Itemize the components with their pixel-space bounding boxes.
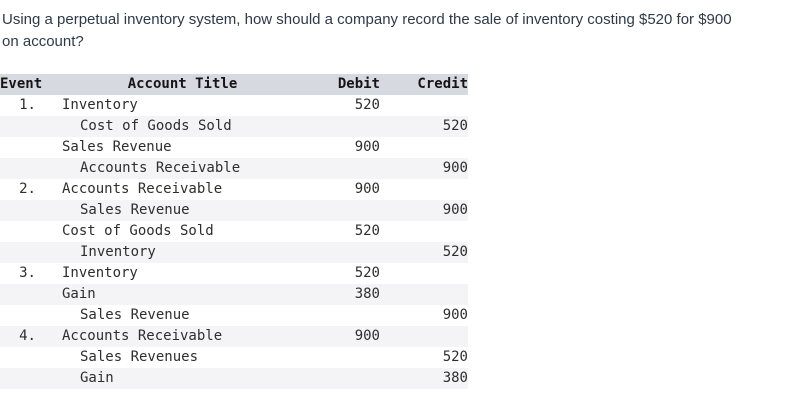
event-cell: [0, 368, 55, 389]
debit-cell: [310, 158, 380, 179]
debit-cell: [310, 347, 380, 368]
credit-cell: 520: [380, 116, 468, 137]
event-cell: [0, 347, 55, 368]
credit-cell: [380, 95, 468, 116]
event-cell: 2.: [19, 181, 36, 197]
journal-entry-row: Gain 380: [0, 368, 468, 389]
journal-entry-row: Sales Revenue 900: [0, 305, 468, 326]
credit-cell: 520: [442, 349, 468, 365]
question-line-2: on account?: [2, 33, 84, 50]
account-title-cell: Gain: [55, 368, 310, 389]
debit-cell: 520: [354, 223, 380, 239]
account-title-cell: Cost of Goods Sold: [55, 116, 310, 137]
debit-cell: 520: [354, 97, 380, 113]
question-text: Using a perpetual inventory system, how …: [2, 9, 800, 53]
account-title-cell: Accounts Receivable: [55, 326, 310, 347]
journal-entry-row: Sales Revenue 900: [0, 200, 468, 221]
debit-cell: 900: [354, 181, 380, 197]
debit-cell: [310, 200, 380, 221]
account-title-cell: Cost of Goods Sold: [62, 223, 214, 239]
journal-entry-row: 1. Inventory 520: [0, 95, 468, 116]
credit-cell: 380: [380, 368, 468, 389]
event-cell: [0, 158, 55, 179]
event-cell: 1.: [19, 97, 36, 113]
journal-entry-row: 3. Inventory 520: [0, 263, 468, 284]
debit-cell: [310, 242, 380, 263]
event-cell: [0, 284, 55, 305]
event-cell: [0, 116, 55, 137]
journal-entries-table: Event Account Title Debit Credit 1. Inve…: [0, 74, 468, 389]
debit-cell: 520: [354, 265, 380, 281]
event-cell: 4.: [0, 326, 55, 347]
event-cell: 3.: [19, 265, 36, 281]
credit-cell: 900: [442, 307, 468, 323]
table-body: 1. Inventory 520 Cost of Goods Sold 520 …: [0, 95, 468, 389]
event-cell: [0, 221, 55, 242]
event-cell: [0, 137, 55, 158]
event-cell: [0, 305, 55, 326]
question-line-1: Using a perpetual inventory system, how …: [2, 11, 732, 28]
journal-entry-row: Inventory 520: [0, 242, 468, 263]
journal-entry-row: Sales Revenue 900: [0, 137, 468, 158]
debit-cell: [310, 368, 380, 389]
column-header-credit: Credit: [380, 74, 468, 95]
debit-cell: 380: [310, 284, 380, 305]
account-title-cell: Sales Revenue: [80, 307, 190, 323]
table-header-row: Event Account Title Debit Credit: [0, 74, 468, 95]
journal-entry-row: Gain 380: [0, 284, 468, 305]
account-title-cell: Accounts Receivable: [62, 181, 223, 197]
credit-cell: [380, 284, 468, 305]
journal-entry-row: 4. Accounts Receivable 900: [0, 326, 468, 347]
account-title-cell: Sales Revenues: [80, 349, 199, 365]
account-title-cell: Inventory: [62, 97, 138, 113]
debit-cell: 900: [310, 326, 380, 347]
credit-cell: 900: [380, 200, 468, 221]
debit-cell: 900: [354, 139, 380, 155]
journal-entry-row: Sales Revenues 520: [0, 347, 468, 368]
credit-cell: [380, 221, 468, 242]
account-title-cell: Sales Revenue: [55, 200, 310, 221]
column-header-debit: Debit: [310, 74, 380, 95]
journal-entry-row: 2. Accounts Receivable 900: [0, 179, 468, 200]
credit-cell: [380, 179, 468, 200]
credit-cell: 900: [380, 158, 468, 179]
account-title-cell: Inventory: [62, 265, 138, 281]
debit-cell: [310, 116, 380, 137]
column-header-account-title: Account Title: [55, 74, 310, 95]
account-title-cell: Accounts Receivable: [55, 158, 310, 179]
credit-cell: [380, 137, 468, 158]
event-cell: [0, 200, 55, 221]
credit-cell: 520: [380, 242, 468, 263]
account-title-cell: Gain: [55, 284, 310, 305]
journal-entry-row: Accounts Receivable 900: [0, 158, 468, 179]
credit-cell: [380, 326, 468, 347]
debit-cell: [310, 305, 380, 326]
credit-cell: [380, 263, 468, 284]
account-title-cell: Sales Revenue: [62, 139, 172, 155]
account-title-cell: Inventory: [55, 242, 310, 263]
event-cell: [0, 242, 55, 263]
journal-entry-row: Cost of Goods Sold 520: [0, 116, 468, 137]
column-header-event: Event: [0, 74, 55, 95]
journal-entry-row: Cost of Goods Sold 520: [0, 221, 468, 242]
